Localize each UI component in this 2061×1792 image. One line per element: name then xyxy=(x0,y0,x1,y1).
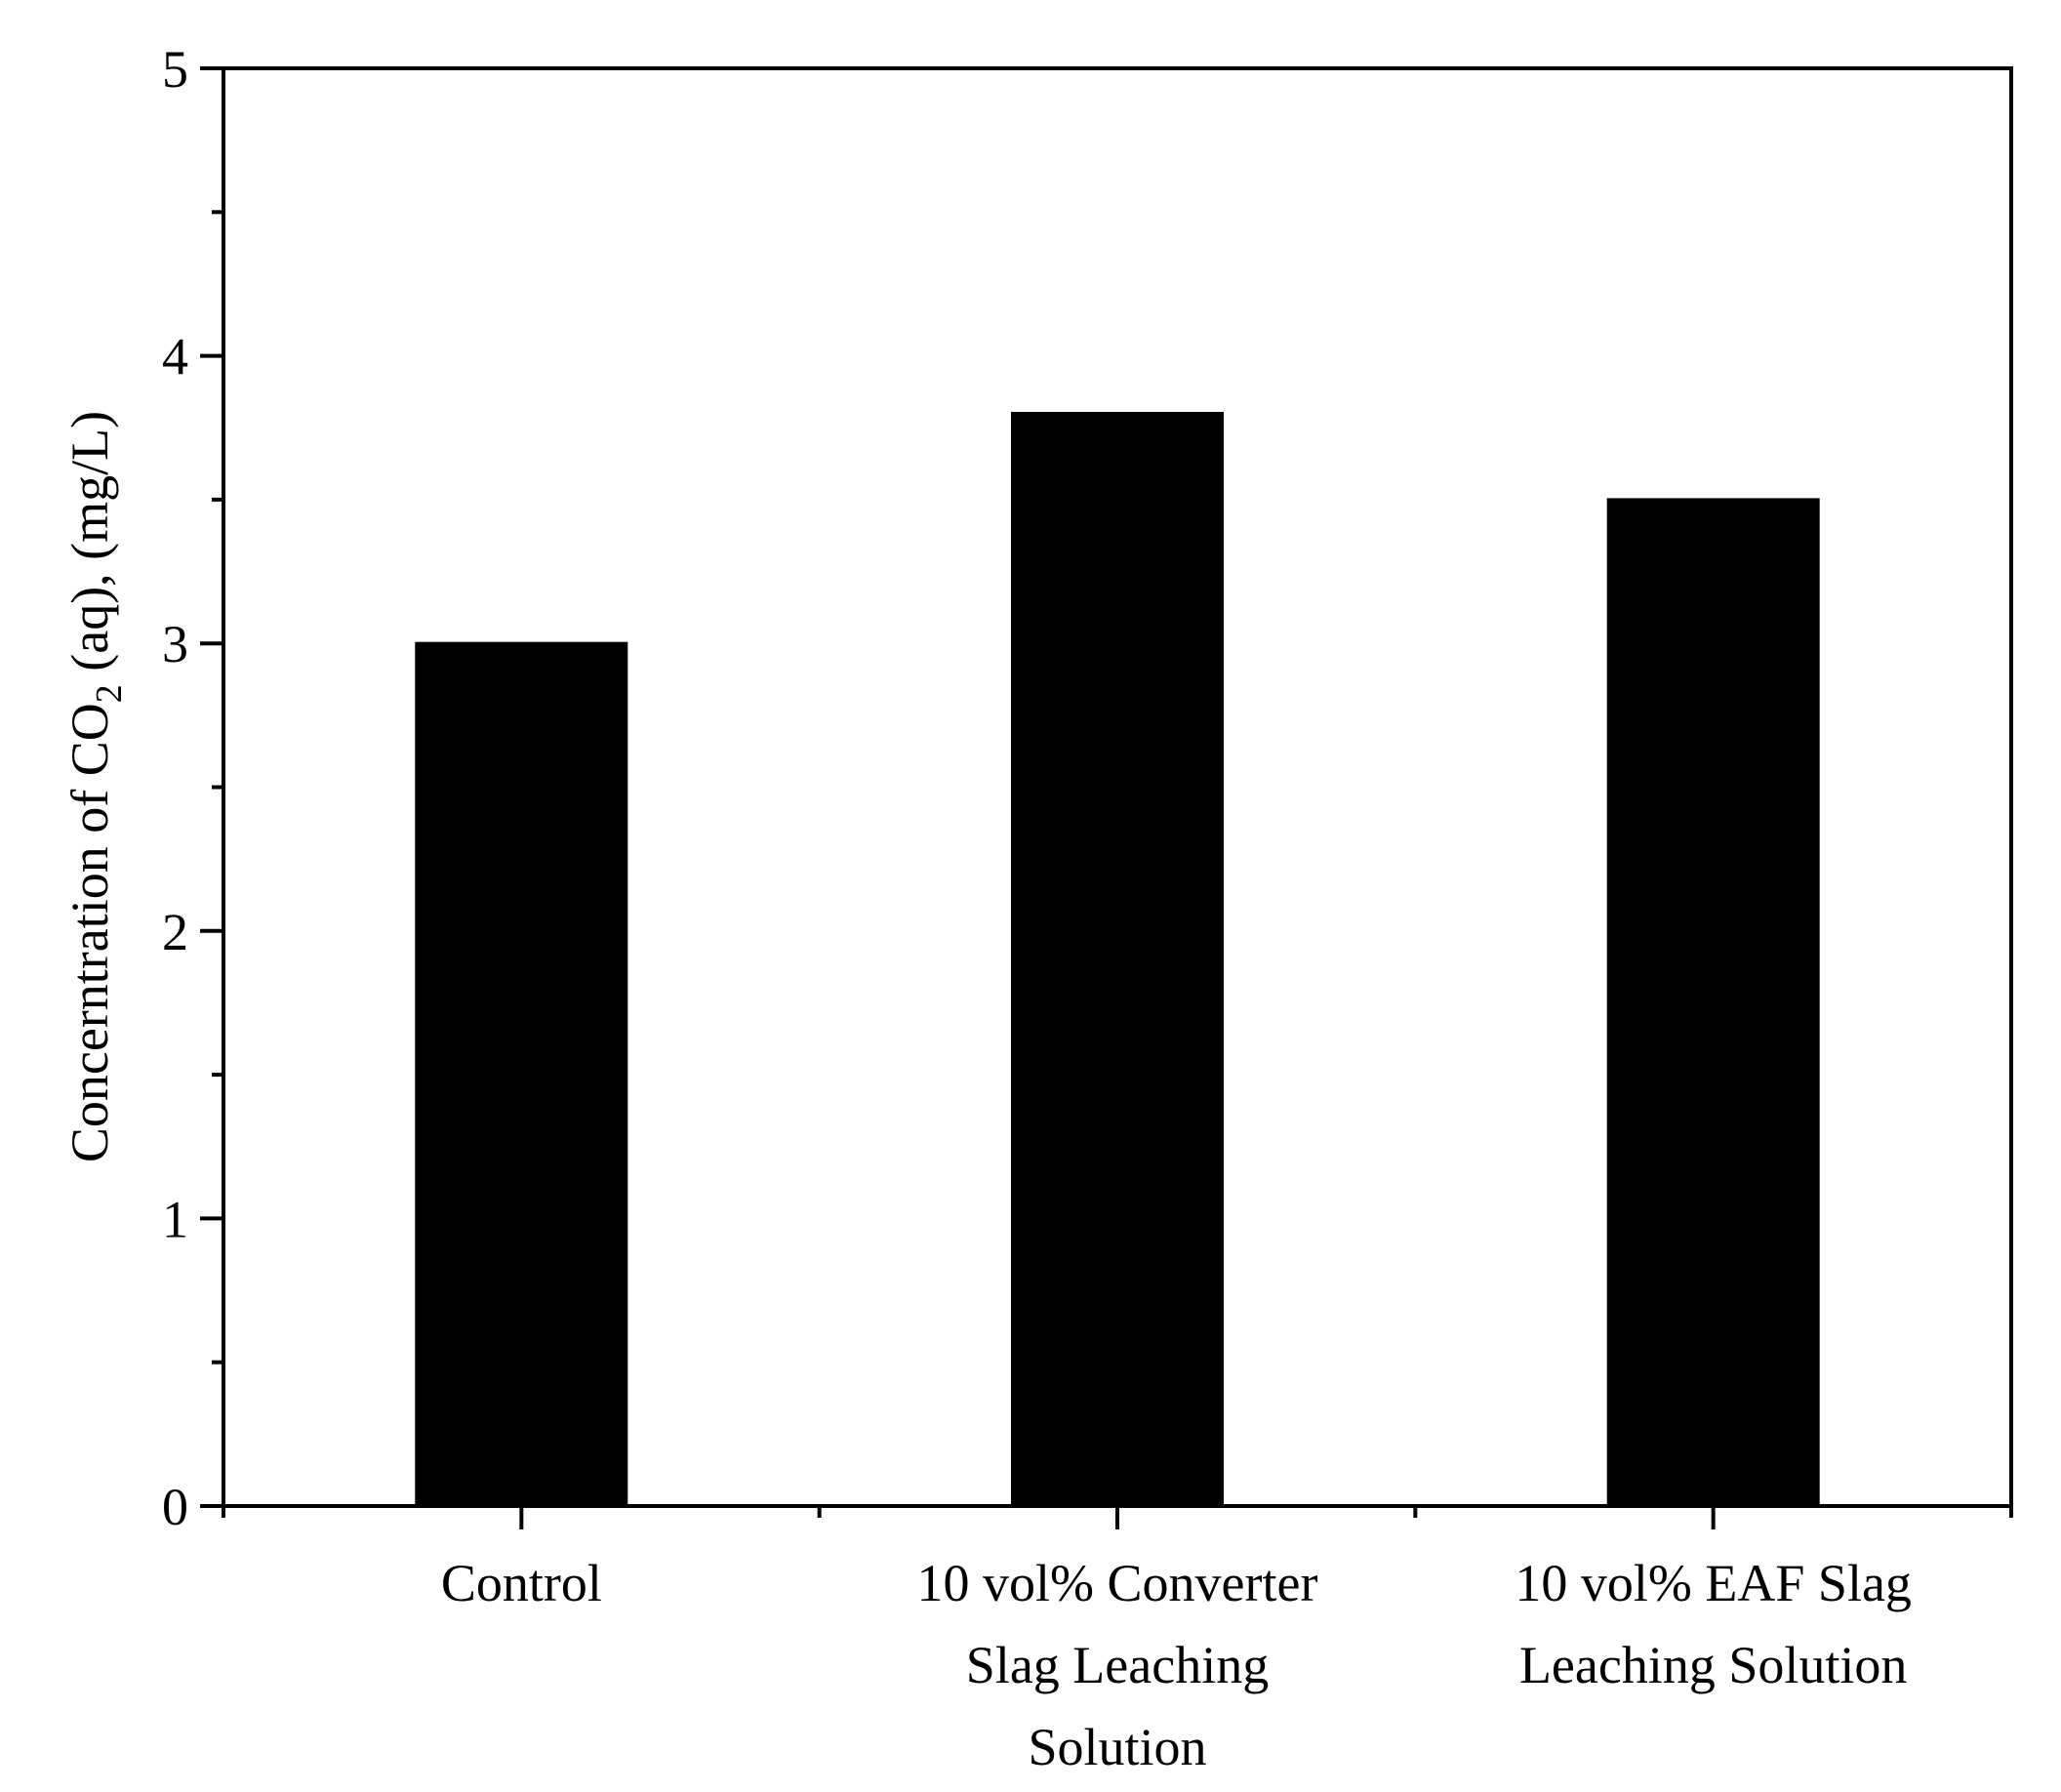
bar-0 xyxy=(415,641,628,1508)
y-tick-label: 0 xyxy=(162,1478,188,1536)
bar-2 xyxy=(1606,498,1820,1508)
x-category-label: Slag Leaching xyxy=(966,1636,1269,1694)
y-tick-label: 5 xyxy=(162,40,188,99)
x-axis: Control 10 vol% Converter Slag Leaching Sol… xyxy=(222,1506,2013,1776)
x-category-label: 10 vol% EAF Slag xyxy=(1515,1554,1912,1612)
y-axis-title-prefix: Concerntration of CO xyxy=(61,703,119,1162)
x-category-label: Leaching Solution xyxy=(1519,1636,1907,1694)
y-tick-label: 2 xyxy=(162,903,188,961)
y-tick-label: 1 xyxy=(162,1190,188,1248)
y-tick-label: 4 xyxy=(162,328,188,387)
bar-1 xyxy=(1011,412,1224,1508)
y-axis-title: Concerntration of CO2 (aq), (mg/L) xyxy=(61,411,130,1162)
y-tick-label: 3 xyxy=(162,615,188,673)
bars-group xyxy=(415,412,1820,1508)
x-category-label: Solution xyxy=(1028,1718,1206,1776)
x-category-label: Control xyxy=(441,1554,602,1612)
y-axis-title-suffix: (aq), (mg/L) xyxy=(61,411,119,684)
y-axis: 0 1 2 3 4 5 xyxy=(162,40,223,1536)
y-axis-title-subscript: 2 xyxy=(89,684,130,703)
x-category-label: 10 vol% Converter xyxy=(917,1554,1318,1612)
